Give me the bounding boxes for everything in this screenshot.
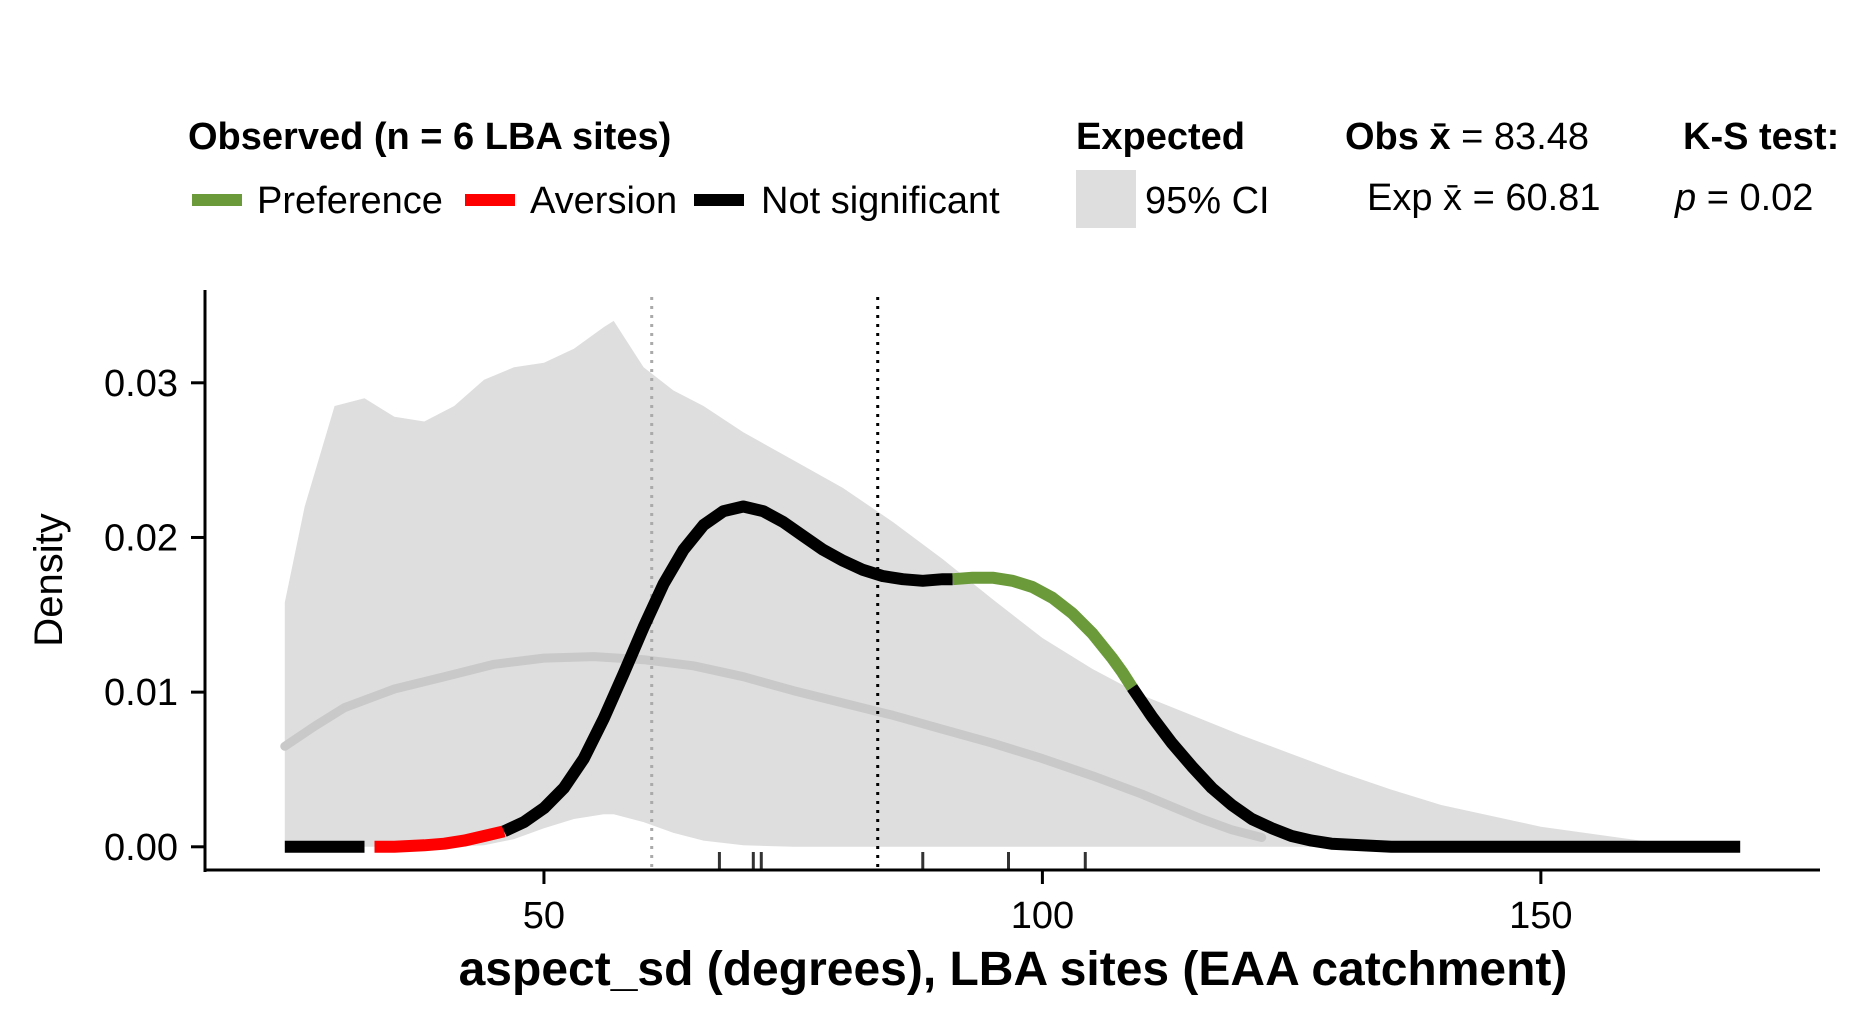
y-tick-label-2: 0.02 [104,517,178,559]
ci-band-area [284,320,1741,847]
ks-test-p: p = 0.02 [1674,177,1813,219]
series-preference-3 [952,571,1138,691]
legend-expected-title: Expected [1076,116,1245,158]
obs-mean-value: = 83.48 [1461,116,1589,158]
legend-swatch-preference [192,194,242,206]
expected-density-line [280,652,1267,842]
rug-layer [717,852,1087,870]
obs-mean-prefix: Obs [1345,116,1419,158]
series-aversion-1 [374,825,506,853]
x-tick-label-0: 50 [523,895,565,937]
exp-mean-text: Exp x̄ = 60.81 [1367,177,1600,219]
axes-layer: 50 100 150 0.00 0.01 0.02 0.03 [104,290,1820,937]
x-tick-label-2: 150 [1509,895,1572,937]
x-axis-title: aspect_sd (degrees), LBA sites (EAA catc… [459,943,1568,996]
observed-series-layer [284,500,1741,853]
y-tick-label-3: 0.03 [104,363,178,405]
obs-mean-text: Obs x̄ = 83.48 [1345,116,1589,158]
legend-expected: Expected 95% CI [1076,116,1270,228]
legend-means: Obs x̄ = 83.48 Exp x̄ = 60.81 [1345,116,1600,219]
legend-swatch-aversion [465,194,515,206]
exp-mean-symbol: x̄ [1443,177,1462,219]
exp-mean-value: = 60.81 [1473,177,1601,219]
legend-ks-test: K-S test: p = 0.02 [1674,116,1839,219]
legend-observed: Observed (n = 6 LBA sites) Preference Av… [188,116,1000,222]
expected-line-layer [280,652,1267,842]
ks-test-title: K-S test: [1683,116,1839,158]
legend-observed-title: Observed (n = 6 LBA sites) [188,116,671,158]
ks-p-value: = 0.02 [1707,177,1814,219]
legend-label-ci: 95% CI [1145,180,1270,222]
x-tick-label-1: 100 [1011,895,1074,937]
y-tick-label-1: 0.01 [104,672,178,714]
legend-label-not-significant: Not significant [761,180,1000,222]
mean-lines-layer [650,297,880,870]
ks-p-symbol: p [1674,177,1696,219]
legend-swatch-not-significant [694,194,744,206]
legend-label-aversion: Aversion [530,180,677,222]
legend-swatch-ci [1076,170,1136,228]
legend-label-preference: Preference [257,180,443,222]
y-axis-title: Density [27,513,71,646]
obs-mean-symbol: x̄ [1429,116,1450,158]
y-tick-label-0: 0.00 [104,827,178,869]
series-not-significant-4 [1127,684,1741,853]
exp-mean-prefix: Exp [1367,177,1432,219]
ci-band-layer [284,320,1741,847]
series-not-significant-2 [501,500,953,837]
